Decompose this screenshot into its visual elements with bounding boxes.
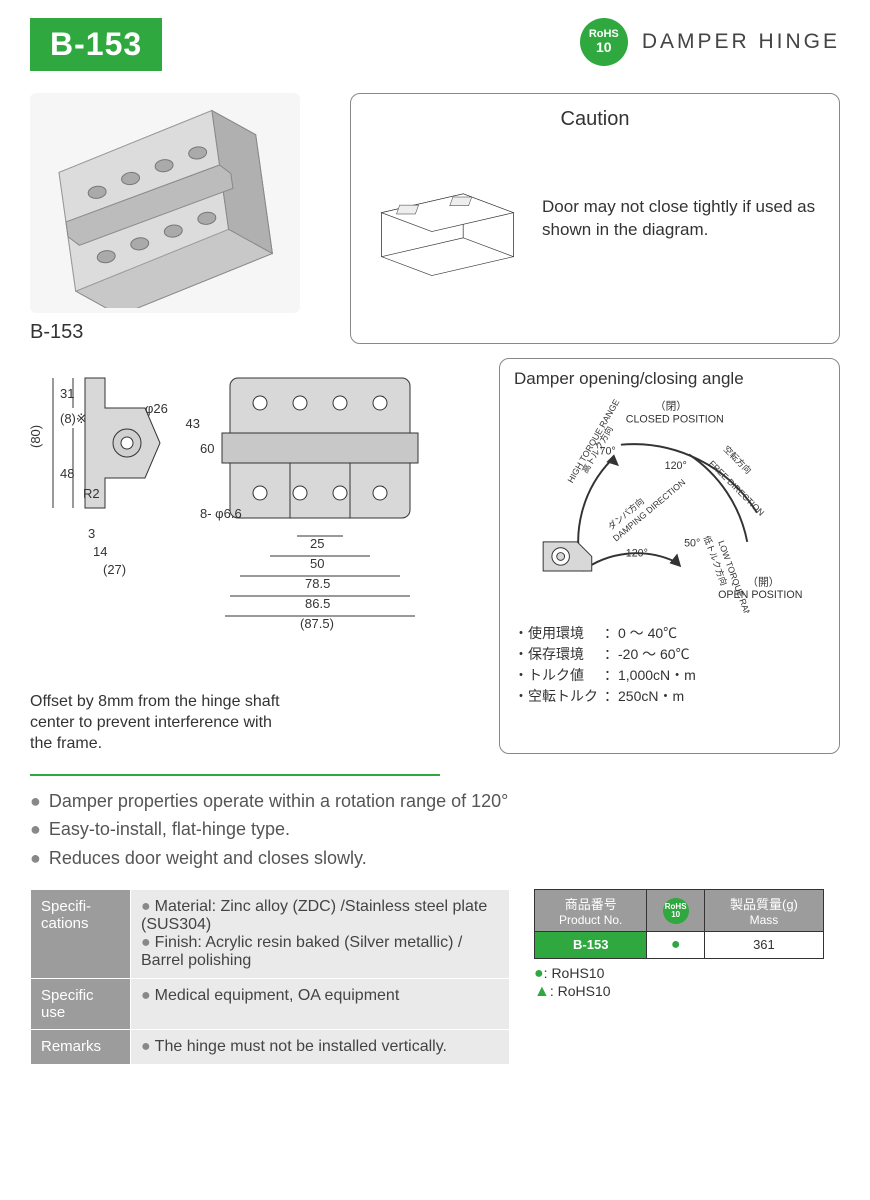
row-photo-caution: B-153 Caution Door may not close tightly… bbox=[30, 93, 840, 344]
feature: Damper properties operate within a rotat… bbox=[49, 788, 508, 814]
caution-title: Caution bbox=[369, 108, 821, 131]
rohs-num: 10 bbox=[596, 40, 612, 55]
dimensions-column: (80) 31 (8)※ 48 φ26 R2 3 14 (27) bbox=[30, 358, 485, 754]
col-product-no: 商品番号Product No. bbox=[535, 889, 647, 931]
product-table: 商品番号Product No. RoHS10 製品質量(g)Mass B-153… bbox=[534, 889, 824, 959]
angle-title: Damper opening/closing angle bbox=[514, 369, 825, 389]
svg-text:(87.5): (87.5) bbox=[300, 616, 334, 631]
spec-value: 1,000cN・m bbox=[618, 665, 696, 686]
product-table-wrap: 商品番号Product No. RoHS10 製品質量(g)Mass B-153… bbox=[534, 889, 824, 1001]
features-list: ●Damper properties operate within a rota… bbox=[30, 788, 840, 870]
bottom-section: Specifi-cations ●Material: Zinc alloy (Z… bbox=[30, 889, 840, 1065]
svg-text:78.5: 78.5 bbox=[305, 576, 330, 591]
caution-diagram bbox=[369, 139, 526, 299]
spec-hdr: Specifi-cations bbox=[31, 889, 131, 978]
svg-text:(27): (27) bbox=[103, 562, 126, 577]
svg-text:（開）: （開） bbox=[747, 576, 779, 589]
cell-product-no: B-153 bbox=[535, 931, 647, 958]
svg-text:31: 31 bbox=[60, 386, 74, 401]
spec-hdr: Specific use bbox=[31, 978, 131, 1029]
svg-text:86.5: 86.5 bbox=[305, 596, 330, 611]
caution-text: Door may not close tightly if used as sh… bbox=[542, 196, 821, 242]
svg-text:70°: 70° bbox=[600, 445, 616, 457]
feature: Reduces door weight and closes slowly. bbox=[49, 845, 367, 871]
angle-specs: ・使用環境：0 ～ 40℃ ・保存環境：-20 ～ 60℃ ・トルク値：1,00… bbox=[514, 623, 825, 707]
page-header: B-153 RoHS 10 DAMPER HINGE bbox=[30, 18, 840, 71]
feature: Easy-to-install, flat-hinge type. bbox=[49, 816, 290, 842]
spec-label: ・空転トルク bbox=[514, 686, 604, 707]
offset-note: Offset by 8mm from the hinge shaft cente… bbox=[30, 692, 290, 754]
svg-text:50: 50 bbox=[310, 556, 324, 571]
photo-label: B-153 bbox=[30, 321, 330, 344]
product-code-badge: B-153 bbox=[30, 18, 162, 71]
cell-mass: 361 bbox=[704, 931, 823, 958]
dimension-drawing: (80) 31 (8)※ 48 φ26 R2 3 14 (27) bbox=[30, 358, 485, 678]
svg-text:3: 3 bbox=[88, 526, 95, 541]
svg-text:(8)※: (8)※ bbox=[60, 411, 87, 426]
svg-text:120°: 120° bbox=[626, 547, 648, 559]
svg-text:60: 60 bbox=[200, 441, 214, 456]
separator bbox=[30, 774, 440, 776]
page-title: DAMPER HINGE bbox=[642, 30, 840, 54]
row-dims-angle: (80) 31 (8)※ 48 φ26 R2 3 14 (27) bbox=[30, 358, 840, 754]
product-photo bbox=[30, 93, 300, 313]
svg-text:HIGH TORQUE RANGE: HIGH TORQUE RANGE bbox=[565, 397, 621, 484]
cell-rohs: ● bbox=[647, 931, 704, 958]
col-rohs: RoHS10 bbox=[647, 889, 704, 931]
legend: ●: RoHS10 ▲: RoHS10 bbox=[534, 965, 824, 1001]
spec-value: 0 ～ 40℃ bbox=[618, 623, 677, 644]
spec-label: ・保存環境 bbox=[514, 644, 604, 665]
spec-val: ●Material: Zinc alloy (ZDC) /Stainless s… bbox=[131, 889, 510, 978]
svg-text:R2: R2 bbox=[83, 486, 100, 501]
angle-diagram: （閉） CLOSED POSITION HIGH TORQUE RANGE 高ト… bbox=[514, 393, 825, 613]
svg-text:（閉）: （閉） bbox=[655, 400, 687, 413]
spec-value: 250cN・m bbox=[618, 686, 684, 707]
svg-text:25: 25 bbox=[310, 536, 324, 551]
svg-text:14: 14 bbox=[93, 544, 107, 559]
spec-label: ・使用環境 bbox=[514, 623, 604, 644]
svg-text:CLOSED POSITION: CLOSED POSITION bbox=[626, 413, 724, 425]
caution-panel: Caution Door may not close tightly if us… bbox=[350, 93, 840, 344]
rohs-badge: RoHS 10 bbox=[580, 18, 628, 66]
svg-text:8- φ6.6: 8- φ6.6 bbox=[200, 506, 242, 521]
spec-hdr: Remarks bbox=[31, 1029, 131, 1064]
svg-text:φ26: φ26 bbox=[145, 401, 168, 416]
svg-text:(80): (80) bbox=[30, 425, 43, 448]
spec-val: ●Medical equipment, OA equipment bbox=[131, 978, 510, 1029]
spec-table: Specifi-cations ●Material: Zinc alloy (Z… bbox=[30, 889, 510, 1065]
header-right: RoHS 10 DAMPER HINGE bbox=[580, 18, 840, 66]
col-mass: 製品質量(g)Mass bbox=[704, 889, 823, 931]
photo-column: B-153 bbox=[30, 93, 330, 344]
spec-label: ・トルク値 bbox=[514, 665, 604, 686]
spec-value: -20 ～ 60℃ bbox=[618, 644, 690, 665]
svg-text:50°: 50° bbox=[684, 538, 700, 550]
spec-val: ●The hinge must not be installed vertica… bbox=[131, 1029, 510, 1064]
svg-text:48: 48 bbox=[60, 466, 74, 481]
angle-panel: Damper opening/closing angle （閉） CLOSED … bbox=[499, 358, 840, 754]
svg-text:43: 43 bbox=[186, 416, 200, 431]
svg-text:120°: 120° bbox=[665, 460, 687, 472]
svg-text:OPEN POSITION: OPEN POSITION bbox=[718, 589, 802, 601]
